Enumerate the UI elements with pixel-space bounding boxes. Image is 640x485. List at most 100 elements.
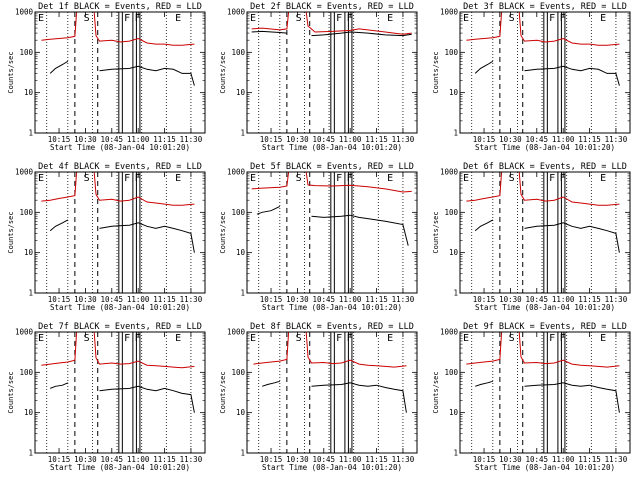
flag-label: F xyxy=(135,13,141,24)
y-tick-label: 10 xyxy=(449,408,459,417)
x-tick-label: 11:30 xyxy=(605,295,628,304)
y-tick-label: 100 xyxy=(231,368,245,377)
y-axis-label: Counts/sec xyxy=(219,371,227,413)
x-tick-label: 11:00 xyxy=(339,295,362,304)
x-tick-label: 11:00 xyxy=(339,135,362,144)
series-events-line xyxy=(99,222,195,253)
flag-label: E xyxy=(250,173,256,184)
plot-panel: Det 7f BLACK = Events, RED = LLD 1 10 100 10… xyxy=(7,322,206,472)
y-tick-label: 10 xyxy=(236,408,246,417)
y-axis-label: Counts/sec xyxy=(7,211,15,253)
y-tick-label: 1 xyxy=(453,449,458,458)
x-tick-label: 11:15 xyxy=(365,455,388,464)
x-tick-label: 11:15 xyxy=(578,135,601,144)
flag-label: S xyxy=(84,13,90,24)
x-tick-label: 11:00 xyxy=(552,135,575,144)
y-axis-label: Counts/sec xyxy=(7,51,15,93)
y-tick-label: 1 xyxy=(240,129,245,138)
y-tick-label: 100 xyxy=(444,208,458,217)
flag-label: F xyxy=(124,173,130,184)
flag-label: S xyxy=(509,333,515,344)
plot-frame xyxy=(34,11,206,134)
y-tick-label: 1 xyxy=(240,449,245,458)
flag-label: F xyxy=(549,173,555,184)
x-tick-label: 10:45 xyxy=(101,295,124,304)
x-tick-label: 11:00 xyxy=(127,135,150,144)
y-tick-label: 1 xyxy=(453,289,458,298)
flag-label: S xyxy=(509,173,515,184)
series-events-line xyxy=(251,30,287,34)
flag-label: E xyxy=(387,13,393,24)
x-tick-label: 11:15 xyxy=(365,135,388,144)
flag-label: S xyxy=(509,13,515,24)
y-tick-label: 1000 xyxy=(227,8,246,17)
x-tick-label: 11:00 xyxy=(552,295,575,304)
y-axis-label: Counts/sec xyxy=(432,211,440,253)
flag-label: E xyxy=(38,333,44,344)
x-axis-label: Start Time (08-Jan-04 10:01:20) xyxy=(50,463,190,472)
x-tick-label: 10:30 xyxy=(499,135,522,144)
flag-label: F xyxy=(549,333,555,344)
x-tick-label: 11:30 xyxy=(392,295,415,304)
plot-panel: Det 6f BLACK = Events, RED = LLD 1 10 100 10… xyxy=(432,162,631,312)
x-tick-label: 10:30 xyxy=(499,295,522,304)
y-axis-label: Counts/sec xyxy=(432,371,440,413)
x-tick-label: 10:45 xyxy=(526,295,549,304)
flag-label: E xyxy=(600,333,606,344)
x-axis-label: Start Time (08-Jan-04 10:01:20) xyxy=(262,143,402,152)
flag-label: S xyxy=(296,13,302,24)
series-events-line xyxy=(49,60,69,74)
x-axis-label: Start Time (08-Jan-04 10:01:20) xyxy=(475,143,615,152)
x-tick-label: 11:00 xyxy=(552,455,575,464)
y-tick-label: 10 xyxy=(24,88,34,97)
flag-label: F xyxy=(560,13,566,24)
series-events-line xyxy=(256,205,281,215)
plot-title: Det 1f BLACK = Events, RED = LLD xyxy=(38,2,202,12)
plot-title: Det 2f BLACK = Events, RED = LLD xyxy=(250,2,414,12)
plot-frame xyxy=(459,171,631,294)
flag-label: F xyxy=(347,173,353,184)
series-lld-line xyxy=(466,11,620,46)
plot-frame xyxy=(34,331,206,454)
flag-label: E xyxy=(175,13,181,24)
plot-panel: Det 9f BLACK = Events, RED = LLD 1 10 100 10… xyxy=(432,322,631,472)
y-tick-label: 1000 xyxy=(440,168,459,177)
x-tick-label: 10:45 xyxy=(313,455,336,464)
flag-label: E xyxy=(387,333,393,344)
y-tick-label: 1000 xyxy=(440,328,459,337)
flag-label: S xyxy=(84,173,90,184)
plot-title: Det 3f BLACK = Events, RED = LLD xyxy=(463,2,627,12)
y-tick-label: 1 xyxy=(28,289,33,298)
flag-label: S xyxy=(84,333,90,344)
y-axis-label: Counts/sec xyxy=(219,51,227,93)
flag-label: E xyxy=(463,13,469,24)
y-tick-label: 1000 xyxy=(227,328,246,337)
series-events-line xyxy=(524,222,620,253)
x-tick-label: 11:30 xyxy=(180,135,203,144)
flag-label: E xyxy=(250,333,256,344)
plot-frame xyxy=(34,171,206,294)
series-lld-line xyxy=(466,171,620,206)
y-tick-label: 1000 xyxy=(227,168,246,177)
x-tick-label: 10:30 xyxy=(499,455,522,464)
y-tick-label: 100 xyxy=(19,208,33,217)
x-tick-label: 11:00 xyxy=(339,455,362,464)
series-lld-line xyxy=(41,331,195,369)
x-tick-label: 10:45 xyxy=(526,455,549,464)
series-events-line xyxy=(49,219,69,232)
series-events-line xyxy=(475,380,493,387)
x-tick-label: 10:30 xyxy=(74,135,97,144)
flag-label: F xyxy=(135,333,141,344)
y-axis-label: Counts/sec xyxy=(7,371,15,413)
plot-panel: Det 4f BLACK = Events, RED = LLD 1 10 100 10… xyxy=(7,162,206,312)
plot-frame xyxy=(459,11,631,134)
flag-label: F xyxy=(560,173,566,184)
y-tick-label: 1 xyxy=(28,449,33,458)
flag-label: E xyxy=(600,13,606,24)
y-tick-label: 1000 xyxy=(440,8,459,17)
flag-label: E xyxy=(175,333,181,344)
series-lld-line xyxy=(253,331,407,368)
x-tick-label: 10:45 xyxy=(101,455,124,464)
x-tick-label: 11:15 xyxy=(153,295,176,304)
